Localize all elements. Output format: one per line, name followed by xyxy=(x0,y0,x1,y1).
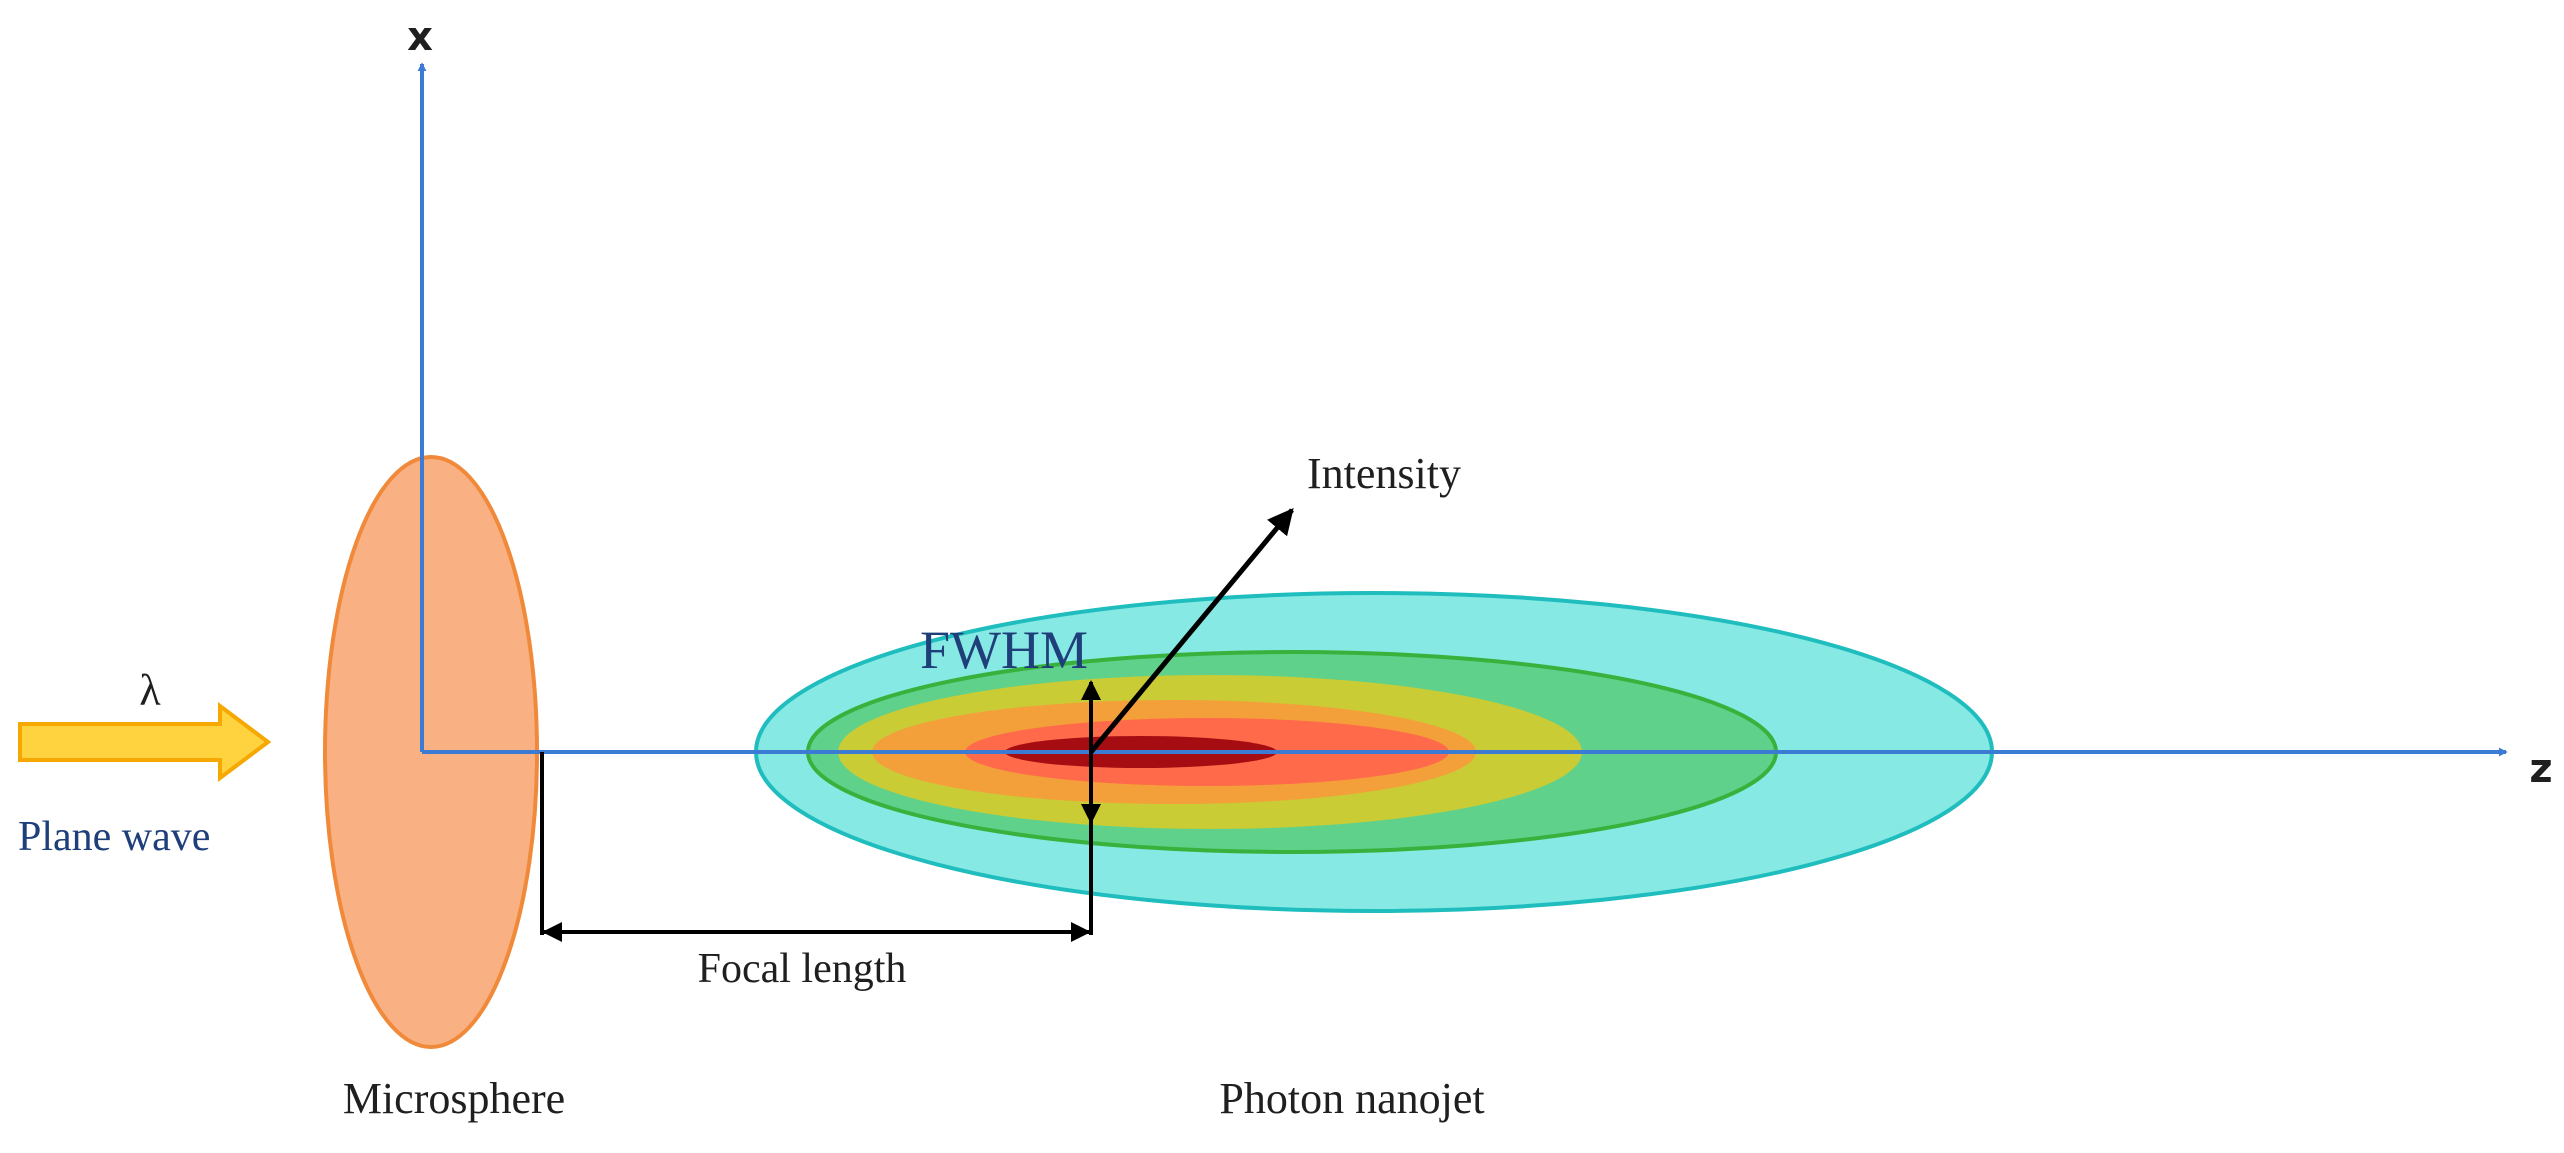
wavelength-label: λ xyxy=(139,666,161,715)
focal-length-label: Focal length xyxy=(698,946,907,992)
microsphere-label: Microsphere xyxy=(343,1074,565,1123)
plane-wave-arrow xyxy=(18,702,272,782)
x-axis-label: x xyxy=(407,14,433,60)
intensity-arrow xyxy=(1089,507,1294,754)
z-axis-label: z xyxy=(2529,746,2552,792)
photon-nanojet-label: Photon nanojet xyxy=(1219,1074,1484,1123)
intensity-label: Intensity xyxy=(1307,449,1461,498)
plane-wave-label: Plane wave xyxy=(18,814,210,860)
fwhm-label: FWHM xyxy=(920,620,1088,680)
